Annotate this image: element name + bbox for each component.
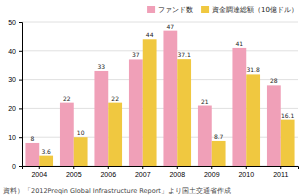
tick-mark — [39, 166, 40, 169]
bar — [39, 156, 53, 166]
data-label: 8.7 — [214, 133, 224, 140]
tick: 30 — [8, 76, 22, 83]
tick-mark — [177, 166, 178, 169]
data-label: 41 — [236, 40, 244, 47]
tick: 50 — [8, 19, 22, 26]
data-labels: 8 22 33 37 47 21 41 28 3.6 10 22 44 37.1 8.7 31.8 16.1 — [30, 23, 294, 155]
bar-series — [39, 39, 294, 166]
data-label: 22 — [111, 95, 119, 102]
bar — [281, 120, 295, 166]
tick: 2007 — [135, 166, 151, 178]
legend-swatch — [147, 6, 155, 13]
tick-mark — [19, 80, 22, 81]
tick-label: 10 — [8, 134, 16, 141]
grid — [22, 22, 298, 166]
tick: 2011 — [273, 166, 288, 178]
tick-label: 2005 — [66, 171, 82, 178]
axis-line — [23, 167, 299, 170]
tick: 2010 — [238, 166, 254, 178]
data-label: 3.6 — [41, 148, 51, 155]
legend: ファンド数 資金調達総額（10億ドル） — [147, 6, 298, 14]
tick-label: 40 — [8, 48, 16, 55]
chart: 8 22 33 37 47 21 41 28 3.6 10 22 44 37.1 8.7 31.8 16.1 2… — [0, 0, 306, 196]
bar — [25, 143, 39, 166]
bar — [163, 31, 177, 166]
tick: 2005 — [66, 166, 82, 178]
tick-label: 0 — [12, 163, 16, 170]
data-label: 31.8 — [246, 66, 260, 73]
legend-item: 資金調達総額（10億ドル） — [201, 6, 298, 14]
bar — [60, 103, 74, 166]
tick-label: 50 — [8, 19, 16, 26]
tick-mark — [19, 22, 22, 23]
tick-mark — [73, 166, 74, 169]
bar — [108, 103, 122, 166]
data-label: 21 — [201, 98, 209, 105]
data-label: 16.1 — [281, 112, 295, 119]
data-label: 47 — [167, 23, 175, 30]
tick-mark — [19, 137, 22, 138]
tick: 2006 — [100, 166, 116, 178]
tick-mark — [19, 108, 22, 109]
tick: 10 — [8, 134, 22, 141]
bar — [94, 71, 108, 166]
tick-label: 2006 — [100, 171, 116, 178]
data-label: 10 — [77, 129, 85, 136]
data-label: 8 — [30, 135, 34, 142]
data-label: 33 — [98, 63, 106, 70]
tick-mark — [280, 166, 281, 169]
tick-mark — [211, 166, 212, 169]
bar — [267, 85, 281, 166]
tick-label: 2010 — [238, 171, 254, 178]
tick-mark — [142, 166, 143, 169]
tick-label: 20 — [8, 105, 16, 112]
tick: 2008 — [169, 166, 185, 178]
data-label: 44 — [146, 31, 154, 38]
bar — [129, 59, 143, 166]
annotation: 資料）「2012Preqin Global Infrastructure Rep… — [3, 187, 231, 195]
data-label: 22 — [63, 95, 71, 102]
bar-series — [25, 31, 280, 166]
bar — [177, 59, 191, 166]
data-label: 37.1 — [177, 51, 191, 58]
legend-label: ファンド数 — [158, 6, 193, 14]
axis-line — [19, 23, 23, 167]
bar — [212, 141, 226, 166]
tick-label: 2007 — [135, 171, 151, 178]
plot: 8 22 33 37 47 21 41 28 3.6 10 22 44 37.1 8.7 31.8 16.1 2… — [8, 19, 298, 178]
bars — [25, 31, 294, 166]
bar — [232, 48, 246, 166]
y-axis: 0 10 20 30 40 50 — [8, 19, 22, 170]
tick: 0 — [12, 163, 22, 170]
tick: 2004 — [31, 166, 47, 178]
tick: 20 — [8, 105, 22, 112]
tick-label: 2008 — [169, 171, 185, 178]
grid-line — [22, 50, 298, 51]
grid-line — [22, 22, 298, 23]
tick-label: 2009 — [204, 171, 220, 178]
bar — [143, 39, 157, 166]
legend-swatch — [201, 6, 209, 13]
tick-label: 30 — [8, 76, 16, 83]
tick-label: 2004 — [31, 171, 47, 178]
tick-mark — [246, 166, 247, 169]
tick-mark — [19, 51, 22, 52]
tick-label: 2011 — [273, 171, 288, 178]
data-label: 28 — [270, 77, 278, 84]
bar — [74, 137, 88, 166]
bar — [246, 74, 260, 166]
tick-mark — [108, 166, 109, 169]
tick: 2009 — [204, 166, 220, 178]
legend-item: ファンド数 — [147, 6, 193, 14]
data-label: 37 — [132, 51, 140, 58]
tick: 40 — [8, 48, 22, 55]
bar — [198, 106, 212, 166]
x-axis: 2004 2005 2006 2007 2008 2009 2010 2011 — [23, 166, 299, 178]
tick-mark — [19, 166, 22, 167]
legend-label: 資金調達総額（10億ドル） — [212, 6, 298, 14]
